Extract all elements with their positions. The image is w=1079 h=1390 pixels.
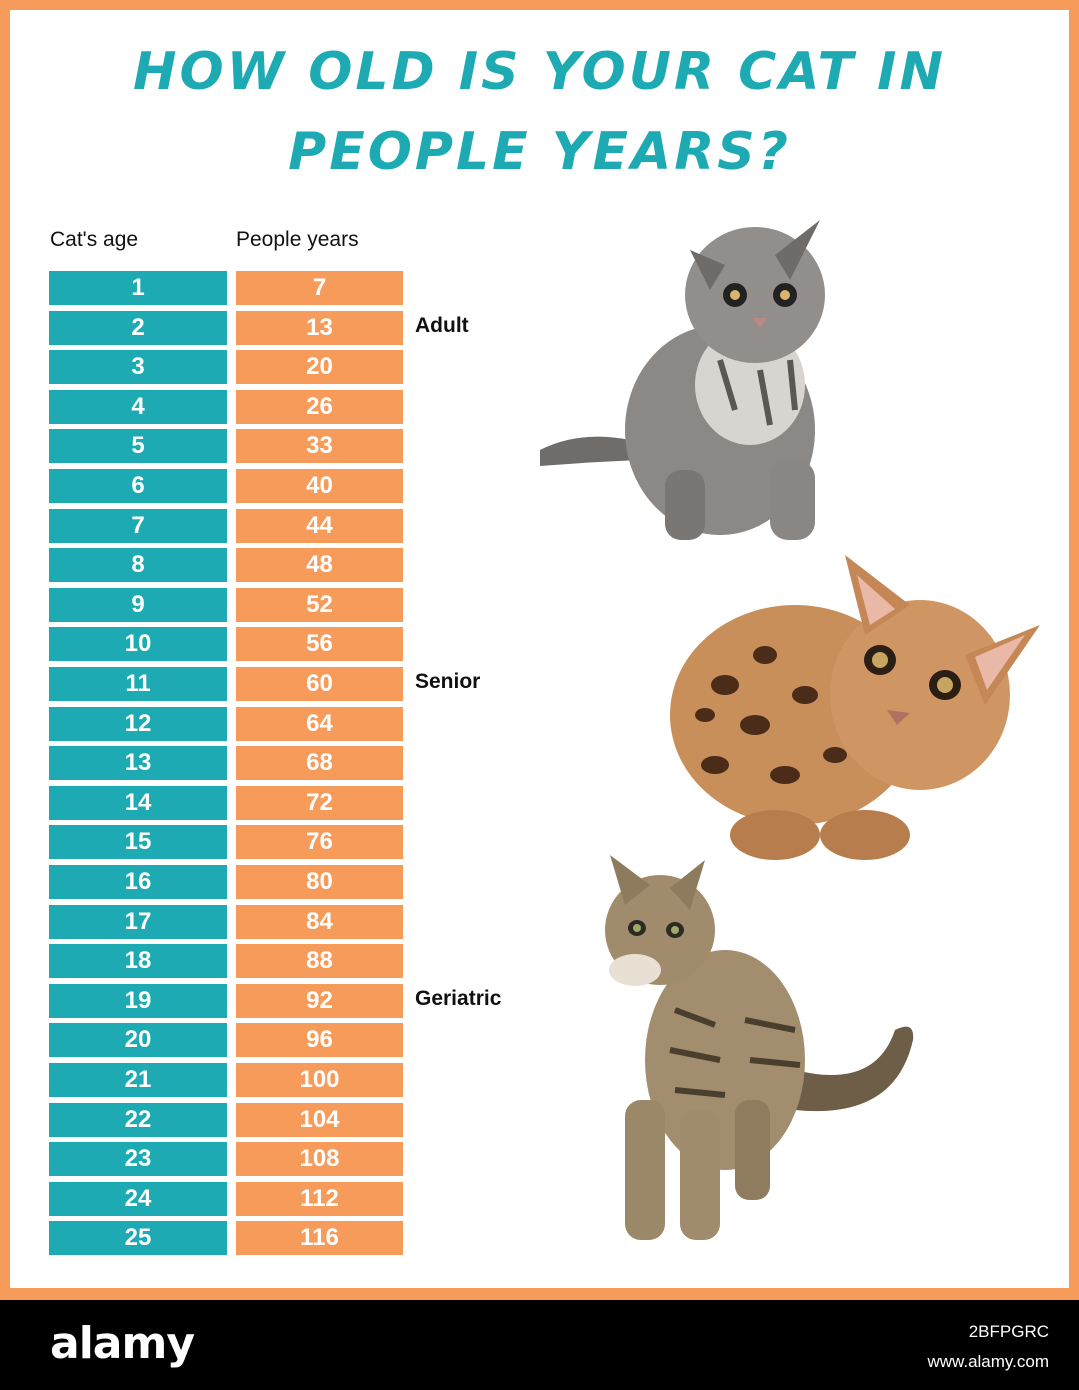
- bengal-cat-photo: [670, 555, 1040, 860]
- cats-age-cell: 14: [49, 786, 227, 820]
- cats-age-cell: 20: [49, 1023, 227, 1057]
- cats-age-cell: 18: [49, 944, 227, 978]
- cats-age-cell: 16: [49, 865, 227, 899]
- cats-age-cell: 2: [49, 311, 227, 345]
- cats-age-cell: 5: [49, 429, 227, 463]
- people-years-cell: 20: [236, 350, 403, 384]
- tabby-cat-photo: [605, 855, 914, 1240]
- people-years-cell: 64: [236, 707, 403, 741]
- people-years-cell: 104: [236, 1103, 403, 1137]
- cats-age-cell: 4: [49, 390, 227, 424]
- people-years-cell: 96: [236, 1023, 403, 1057]
- cats-age-cell: 17: [49, 905, 227, 939]
- alamy-logo: alamy: [50, 1318, 195, 1369]
- image-id: 2BFPGRC: [968, 1322, 1049, 1341]
- people-years-cell: 44: [236, 509, 403, 543]
- cats-age-cell: 19: [49, 984, 227, 1018]
- fluffy-grey-kitten-photo: [540, 220, 825, 540]
- cats-age-cell: 10: [49, 627, 227, 661]
- life-stage-label: Senior: [415, 670, 481, 693]
- people-years-cell: 26: [236, 390, 403, 424]
- cats-age-cell: 23: [49, 1142, 227, 1176]
- cats-age-cell: 25: [49, 1221, 227, 1255]
- people-years-cell: 33: [236, 429, 403, 463]
- cats-age-cell: 6: [49, 469, 227, 503]
- watermark-bar: alamy 2BFPGRC www.alamy.com: [0, 1300, 1079, 1390]
- column-header-people-years: People years: [236, 228, 359, 251]
- people-years-cell: 84: [236, 905, 403, 939]
- people-years-cell: 48: [236, 548, 403, 582]
- cats-age-cell: 21: [49, 1063, 227, 1097]
- people-years-cell: 72: [236, 786, 403, 820]
- people-years-cell: 52: [236, 588, 403, 622]
- people-years-cell: 68: [236, 746, 403, 780]
- people-years-cell: 40: [236, 469, 403, 503]
- title-line-1: HOW OLD IS YOUR CAT IN: [133, 42, 946, 102]
- page-title: HOW OLD IS YOUR CAT IN PEOPLE YEARS?: [10, 32, 1069, 192]
- cats-age-cell: 9: [49, 588, 227, 622]
- cats-age-cell: 24: [49, 1182, 227, 1216]
- title-line-2: PEOPLE YEARS?: [288, 122, 791, 182]
- life-stage-label: Geriatric: [415, 987, 502, 1010]
- people-years-cell: 108: [236, 1142, 403, 1176]
- cats-age-cell: 11: [49, 667, 227, 701]
- people-years-cell: 60: [236, 667, 403, 701]
- cats-age-cell: 22: [49, 1103, 227, 1137]
- people-years-cell: 76: [236, 825, 403, 859]
- people-years-cell: 88: [236, 944, 403, 978]
- people-years-cell: 116: [236, 1221, 403, 1255]
- cats-age-cell: 7: [49, 509, 227, 543]
- cats-age-cell: 12: [49, 707, 227, 741]
- people-years-cell: 7: [236, 271, 403, 305]
- people-years-cell: 92: [236, 984, 403, 1018]
- cats-age-cell: 13: [49, 746, 227, 780]
- cats-age-cell: 15: [49, 825, 227, 859]
- watermark-url: www.alamy.com: [927, 1352, 1049, 1371]
- people-years-cell: 13: [236, 311, 403, 345]
- cats-age-cell: 3: [49, 350, 227, 384]
- life-stage-label: Adult: [415, 314, 469, 337]
- cats-age-cell: 8: [49, 548, 227, 582]
- people-years-cell: 112: [236, 1182, 403, 1216]
- people-years-cell: 80: [236, 865, 403, 899]
- column-header-cats-age: Cat's age: [50, 228, 139, 251]
- people-years-cell: 100: [236, 1063, 403, 1097]
- cats-age-cell: 1: [49, 271, 227, 305]
- people-years-cell: 56: [236, 627, 403, 661]
